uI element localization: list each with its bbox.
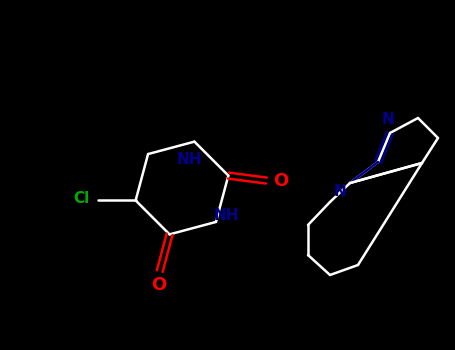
Text: Cl: Cl xyxy=(74,191,90,206)
Text: O: O xyxy=(273,172,288,190)
Text: N: N xyxy=(334,183,346,198)
Text: N: N xyxy=(382,112,394,126)
Text: NH: NH xyxy=(213,209,239,223)
Text: O: O xyxy=(152,276,167,294)
Text: NH: NH xyxy=(177,152,202,167)
